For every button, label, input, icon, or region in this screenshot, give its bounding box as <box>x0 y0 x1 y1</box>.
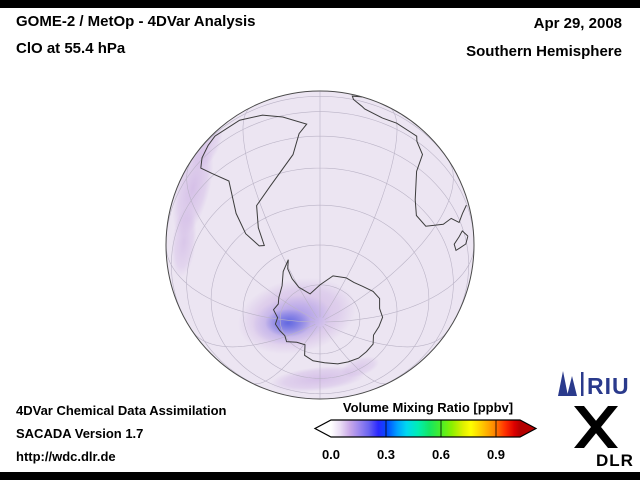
riu-logo-text: RIU <box>587 373 630 399</box>
graticule-and-coastlines <box>166 91 474 399</box>
plot-region: Southern Hemisphere <box>466 43 622 60</box>
dlr-logo-text: DLR <box>596 451 634 470</box>
bottom-black-bar <box>0 472 640 480</box>
coastline <box>272 259 384 365</box>
plot-date: Apr 29, 2008 <box>533 15 622 32</box>
clo-data-field <box>171 121 380 392</box>
riu-cathedral-icon <box>558 371 577 396</box>
colorbar-gradient <box>313 419 538 438</box>
plot-title-line2: ClO at 55.4 hPa <box>16 40 126 57</box>
colorbar-tick-label: 0.0 <box>322 447 340 462</box>
riu-logo: RIU <box>558 371 630 399</box>
colorbar-tick-label: 0.3 <box>377 447 395 462</box>
colorbar-title: Volume Mixing Ratio [ppbv] <box>343 400 513 415</box>
dlr-wings-icon <box>574 406 618 448</box>
footer-line2: SACADA Version 1.7 <box>16 426 144 441</box>
footer-line3: http://wdc.dlr.de <box>16 449 116 464</box>
coastline <box>453 230 469 252</box>
colorbar-tick-label: 0.9 <box>487 447 505 462</box>
footer-line1: 4DVar Chemical Data Assimilation <box>16 403 227 418</box>
riu-divider <box>581 372 584 396</box>
plot-title-line1: GOME-2 / MetOp - 4DVar Analysis <box>16 13 256 30</box>
top-black-bar <box>0 0 640 8</box>
coastline <box>351 95 467 227</box>
graticule-line <box>166 91 474 399</box>
colorbar: Volume Mixing Ratio [ppbv] 0.0 0.3 0.6 0… <box>313 400 538 462</box>
dlr-logo: DLR <box>574 406 634 470</box>
coastline <box>200 114 308 247</box>
colorbar-tick-label: 0.6 <box>432 447 450 462</box>
globe-outline <box>165 90 475 400</box>
